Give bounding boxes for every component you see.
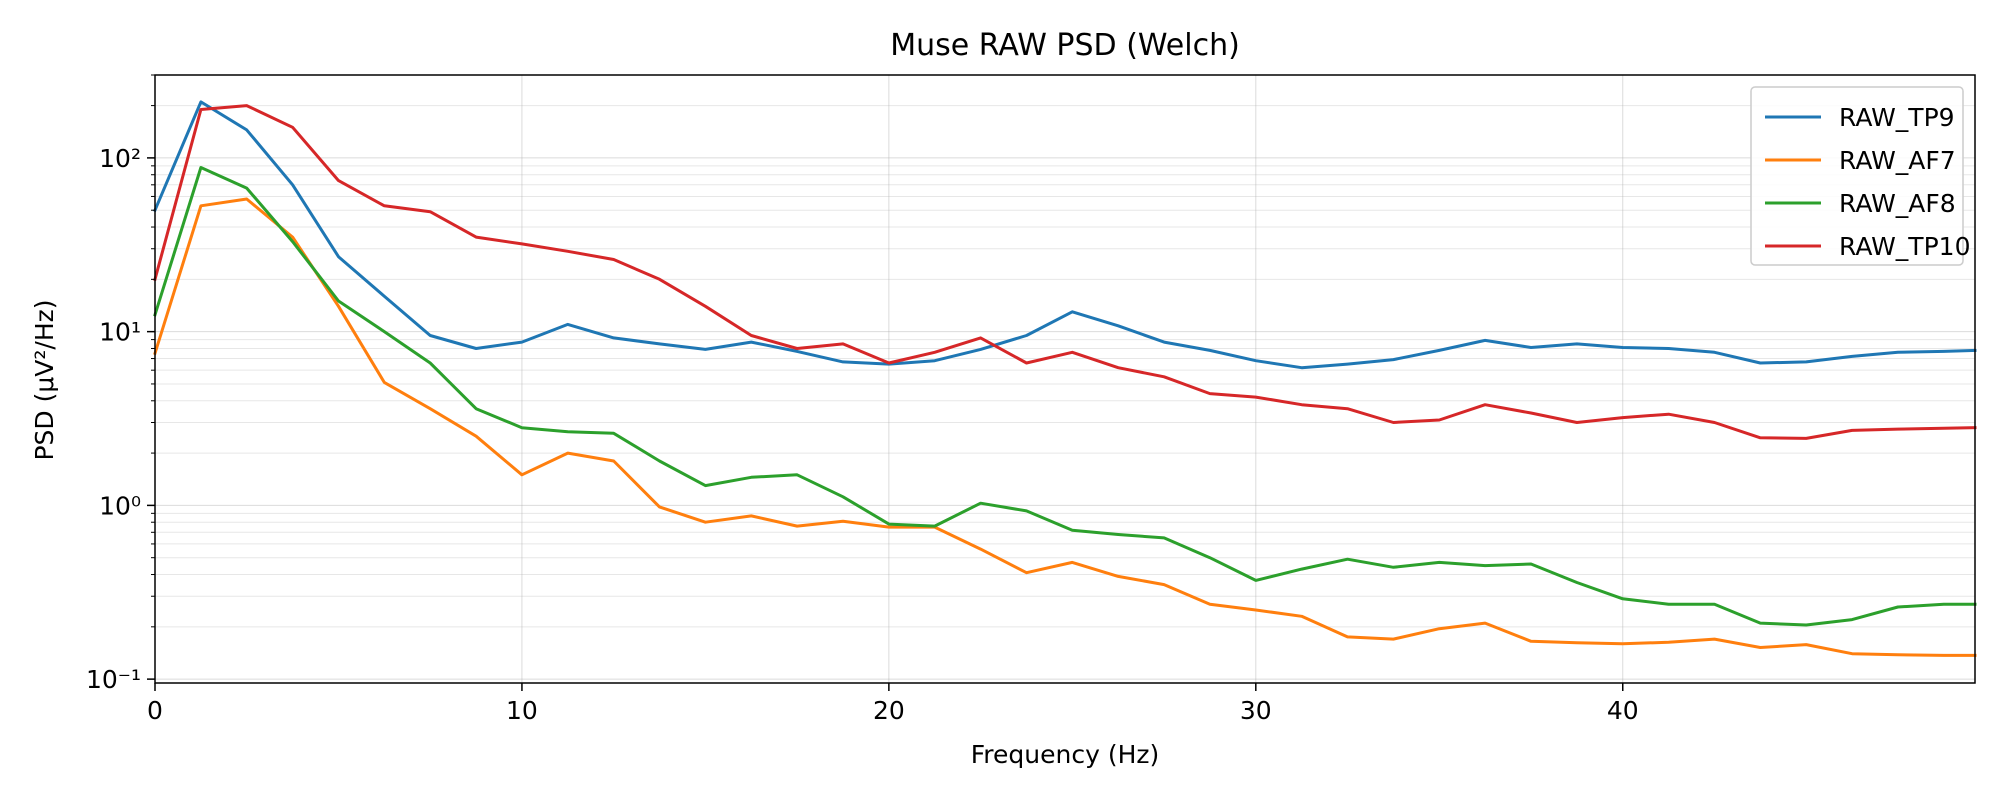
- series-line-raw_tp10: [153, 104, 1977, 440]
- x-tick-label: 20: [873, 696, 905, 725]
- y-tick-label: 10²: [99, 144, 141, 173]
- legend-label: RAW_TP10: [1839, 232, 1970, 261]
- series-lines: [153, 100, 1977, 657]
- series-line-raw_tp9: [153, 100, 1977, 370]
- series-line-raw_af7: [153, 197, 1977, 657]
- y-tick-label: 10⁰: [99, 491, 141, 520]
- x-tick-label: 30: [1240, 696, 1272, 725]
- y-axis-label: PSD (μV²/Hz): [30, 299, 59, 460]
- legend-label: RAW_AF7: [1839, 146, 1956, 175]
- grid: [154, 74, 1975, 683]
- legend-box: [1750, 86, 1964, 266]
- legend: RAW_TP9 RAW_AF7 RAW_AF8 RAW_TP10: [1750, 86, 1970, 266]
- legend-label: RAW_AF8: [1839, 189, 1956, 218]
- series-line-raw_af8: [153, 166, 1977, 627]
- x-tick-label: 40: [1607, 696, 1639, 725]
- axis-ticks: 0 10 20 30 40 10⁻¹ 10⁰ 10¹ 10²: [86, 74, 1639, 725]
- y-tick-label: 10¹: [99, 318, 141, 347]
- x-axis-label: Frequency (Hz): [971, 740, 1160, 769]
- legend-label: RAW_TP9: [1839, 103, 1955, 132]
- plot-frame: [154, 74, 1976, 684]
- x-tick-label: 0: [147, 696, 163, 725]
- x-tick-label: 10: [506, 696, 538, 725]
- chart-title: Muse RAW PSD (Welch): [890, 28, 1240, 63]
- y-tick-label: 10⁻¹: [86, 665, 141, 694]
